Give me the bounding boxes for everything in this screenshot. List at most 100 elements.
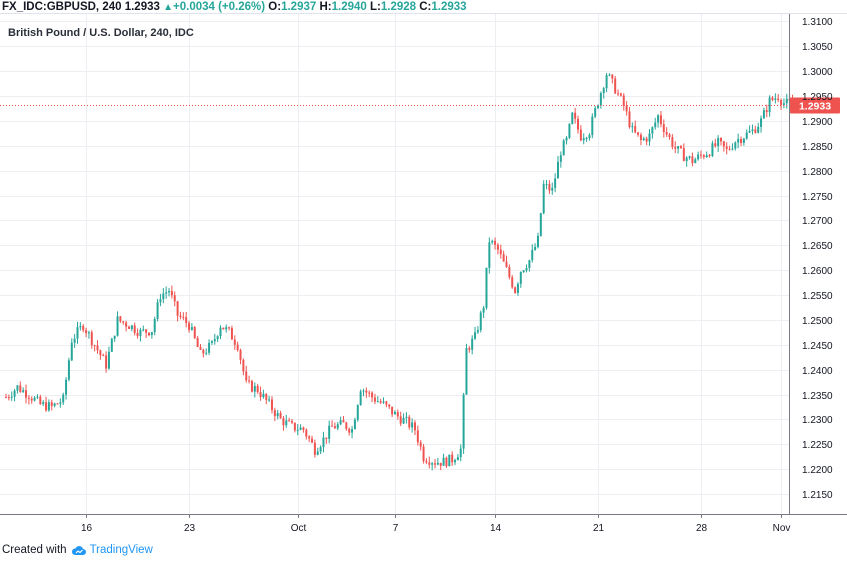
candle-body [768,97,771,113]
candle-body [176,301,179,316]
candle-body [402,417,405,424]
candle-body [276,413,279,417]
candle-body [702,155,705,158]
candle-body [19,385,22,392]
candle-body [597,105,600,109]
candle-body [399,416,402,424]
candle-body [239,350,242,360]
candle-body [591,116,594,136]
candle-body [116,316,119,336]
open-label: O: [268,1,282,13]
candle-body [742,138,745,143]
candle-body [396,412,399,417]
candle-body [7,397,10,399]
candle-body [199,347,202,350]
candle-body [642,138,645,140]
candle-body [559,155,562,162]
candle-body [339,420,342,425]
candle-body [268,399,271,401]
price-label-bg [790,97,840,114]
candle-body [190,327,193,330]
low-value: 1.2928 [380,1,417,13]
candle-body [256,385,259,393]
candle-body [188,323,191,330]
candle-body [416,430,419,443]
candle-body [150,332,153,336]
x-tick-label: 28 [696,523,708,534]
candle-body [185,317,188,324]
candle-body [562,140,565,156]
candle-body [59,402,62,404]
candle-body [270,399,273,411]
candle-body [359,391,362,406]
candle-body [222,327,225,330]
candle-body [531,249,534,261]
candle-body [262,393,265,398]
candle-body [419,442,422,447]
candle-body [196,337,199,348]
candle-body [542,184,545,214]
candle-body [228,327,231,329]
candle-body [142,329,145,331]
candle-body [588,135,591,139]
y-tick-label: 1.2650 [802,241,833,252]
candle-body [476,330,479,333]
candle-body [617,93,620,95]
candle-body [42,402,45,405]
candle-body [405,416,408,418]
candle-body [162,293,165,300]
price-chart[interactable]: British Pound / U.S. Dollar, 240, IDC 1.… [0,0,847,540]
candle-body [717,138,720,147]
candle-body [16,385,19,391]
high-value: 1.2940 [331,1,367,13]
candle-body [605,75,608,89]
candle-body [508,267,511,278]
candle-body [299,427,302,430]
candle-body [50,402,53,406]
x-tick-label: 23 [184,523,196,534]
candle-body [353,419,356,430]
candle-body [439,462,442,466]
symbol-label: FX_IDC:GBPUSD, 240 [2,1,122,13]
candle-body [431,463,434,465]
candle-body [99,350,102,356]
candle-body [762,110,765,119]
candle-body [760,118,763,127]
candle-body [93,345,96,347]
candle-body [408,416,411,428]
candle-body [579,129,582,141]
candle-body [774,98,777,100]
open-value: 1.2937 [281,1,317,13]
low-label: L: [370,1,381,13]
candle-body [471,338,474,350]
candle-body [548,184,551,191]
candle-body [679,146,682,149]
candle-body [599,93,602,106]
candle-body [485,267,488,308]
candle-body [122,321,125,323]
candle-body [634,126,637,133]
candles [5,72,794,471]
candle-body [511,277,514,288]
candle-body [305,429,308,437]
candle-body [90,332,93,346]
candle-body [265,393,268,400]
candle-body [705,155,708,158]
candle-body [748,131,751,133]
tradingview-logo[interactable]: TradingView [71,544,153,556]
candle-body [70,342,73,361]
candle-body [107,351,110,369]
candle-body [296,429,299,431]
candle-body [96,345,99,351]
candle-body [253,385,256,392]
candle-body [528,260,531,269]
y-tick-label: 1.2500 [802,316,833,327]
candle-body [585,138,588,140]
candle-body [522,270,525,272]
candle-body [5,397,7,399]
candle-body [568,123,571,138]
candle-body [36,396,39,398]
y-tick-label: 1.2250 [802,440,833,451]
candle-body [479,312,482,331]
candle-body [459,448,462,458]
